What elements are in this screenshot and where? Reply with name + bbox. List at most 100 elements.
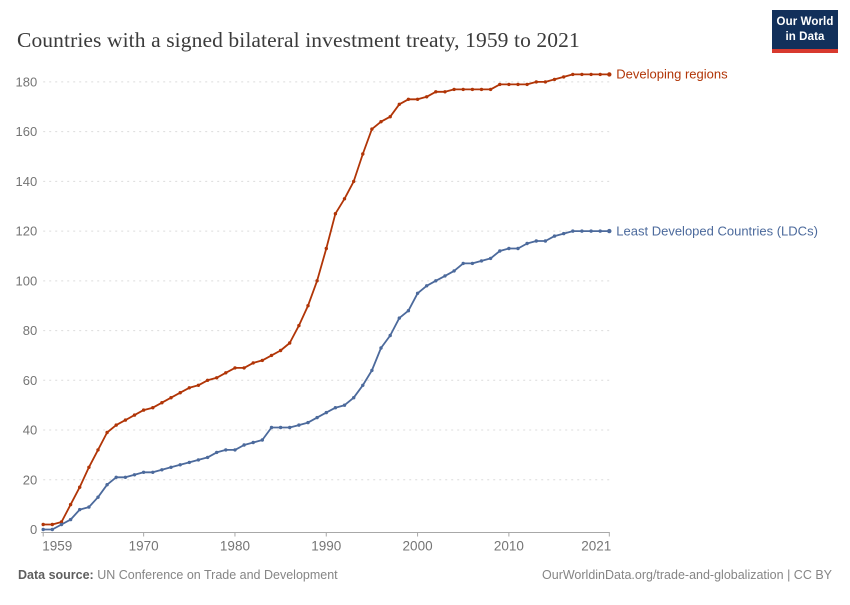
x-tick-label-1959: 1959 [42, 539, 72, 554]
page-title: Countries with a signed bilateral invest… [17, 28, 580, 53]
owid-logo: Our World in Data [772, 10, 838, 53]
data-point [324, 246, 328, 251]
x-tick-label-2021: 2021 [581, 539, 611, 554]
data-point [388, 115, 392, 119]
data-point [187, 386, 191, 390]
data-point [507, 246, 511, 251]
data-point [397, 316, 401, 320]
data-point [525, 241, 529, 246]
data-point [160, 401, 164, 405]
data-point [160, 468, 164, 472]
data-point [534, 80, 538, 84]
data-point [534, 239, 538, 243]
data-point [41, 522, 45, 527]
data-point [178, 463, 182, 467]
data-point [598, 72, 602, 77]
data-point [543, 80, 548, 84]
data-point [215, 376, 219, 380]
data-point [488, 256, 493, 261]
x-tick-label-2000: 2000 [403, 539, 433, 554]
data-point [78, 485, 82, 489]
data-point [443, 274, 447, 278]
data-point [415, 291, 420, 295]
data-point [342, 197, 347, 201]
owid-logo-line1: Our World [776, 16, 834, 29]
data-point [278, 425, 283, 430]
data-point [132, 413, 137, 417]
data-point [251, 440, 255, 445]
data-point [78, 507, 82, 512]
license-badge: CC BY [793, 568, 832, 582]
data-point [297, 323, 301, 328]
data-point [525, 82, 529, 87]
data-point [333, 406, 338, 410]
data-point [562, 75, 566, 79]
data-point [105, 430, 109, 435]
y-tick-label-100: 100 [15, 273, 37, 288]
data-point [169, 396, 173, 400]
data-point [434, 90, 438, 94]
data-point [123, 475, 128, 479]
data-point [443, 90, 447, 94]
data-point [297, 423, 301, 427]
y-tick-label-60: 60 [23, 373, 37, 388]
y-tick-label-0: 0 [30, 522, 37, 537]
data-point [488, 87, 493, 92]
data-point [598, 229, 602, 233]
data-point [479, 87, 484, 92]
data-point [178, 391, 182, 395]
y-tick-label-20: 20 [23, 472, 37, 487]
chart-footer: Data source: UN Conference on Trade and … [18, 568, 832, 582]
data-point [607, 72, 612, 77]
y-tick-label-40: 40 [23, 423, 37, 438]
data-point [50, 527, 54, 532]
data-point [379, 120, 383, 124]
data-point [589, 229, 593, 233]
data-point [260, 438, 264, 442]
data-point [352, 179, 356, 184]
owid-url-link[interactable]: OurWorldinData.org/trade-and-globalizati… [542, 568, 784, 582]
data-point [151, 470, 155, 474]
data-point [96, 448, 100, 452]
data-point [251, 361, 255, 365]
data-point [205, 455, 210, 460]
data-point [498, 249, 502, 253]
data-point [114, 423, 118, 427]
data-point [306, 304, 310, 308]
data-point [370, 127, 374, 131]
data-point [315, 415, 319, 420]
data-point [552, 234, 557, 238]
data-point [215, 450, 219, 455]
x-tick-label-1980: 1980 [220, 539, 250, 554]
data-point [406, 309, 411, 313]
footer-attribution: OurWorldinData.org/trade-and-globalizati… [542, 568, 832, 582]
data-point [50, 522, 54, 527]
data-point [552, 77, 557, 82]
data-point [361, 383, 365, 387]
data-point [352, 396, 356, 400]
data-point [96, 495, 100, 499]
data-point [87, 465, 91, 469]
data-point [68, 517, 73, 522]
x-tick-label-2010: 2010 [494, 539, 524, 554]
data-point [452, 87, 456, 92]
data-point [59, 522, 64, 527]
data-point [196, 383, 201, 387]
data-point [516, 246, 520, 251]
data-point [589, 72, 593, 77]
data-point [132, 473, 137, 477]
data-point [562, 231, 566, 236]
x-tick-label-1970: 1970 [129, 539, 159, 554]
data-point [169, 465, 173, 469]
data-point [324, 410, 328, 415]
data-point [123, 418, 128, 422]
data-point [59, 520, 64, 524]
y-tick-label-180: 180 [15, 74, 37, 89]
y-tick-label-120: 120 [15, 224, 37, 239]
data-point [333, 212, 338, 216]
data-point [434, 279, 438, 283]
data-point [470, 261, 475, 266]
data-point [498, 82, 502, 87]
y-tick-label-140: 140 [15, 174, 37, 189]
